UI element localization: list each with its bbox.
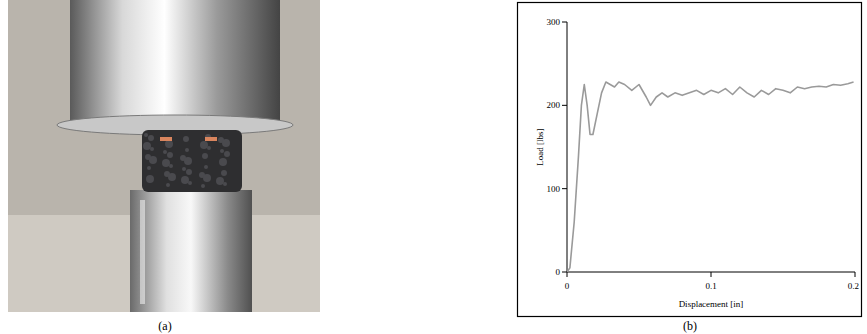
- highlight: [140, 200, 145, 304]
- foam-texture: [181, 176, 189, 184]
- plot-area: [567, 82, 854, 272]
- foam-texture: [188, 181, 192, 185]
- y-axis-label: Load [lbs]: [535, 128, 545, 165]
- y-tick: [562, 22, 567, 23]
- y-tick: [562, 105, 567, 106]
- foam-texture: [150, 147, 154, 151]
- foam-texture: [202, 153, 208, 159]
- load-curve: [567, 82, 854, 272]
- x-tick: [855, 272, 856, 277]
- gauge-mark: [205, 137, 217, 141]
- foam-texture: [148, 135, 154, 141]
- y-tick: [562, 188, 567, 189]
- foam-texture: [223, 182, 227, 186]
- foam-specimen: [142, 130, 242, 192]
- foam-texture: [186, 169, 192, 175]
- y-tick-label: 300: [547, 17, 561, 27]
- foam-texture: [163, 150, 167, 154]
- x-tick: [567, 272, 568, 277]
- x-tick-label: 0.1: [705, 281, 716, 291]
- foam-texture: [201, 184, 205, 188]
- chart-frame: [518, 3, 862, 317]
- foam-texture: [207, 146, 211, 150]
- panel-caption: (a): [158, 319, 171, 333]
- foam-texture: [184, 157, 192, 165]
- foam-texture: [220, 149, 224, 153]
- foam-texture: [203, 174, 211, 182]
- x-tick-label: 0.2: [848, 281, 859, 291]
- x-tick: [711, 272, 712, 277]
- foam-texture: [216, 177, 224, 185]
- foam-texture: [222, 139, 230, 147]
- y-tick-label: 0: [556, 267, 561, 277]
- x-tick-label: 0: [565, 281, 570, 291]
- figure: 0 100 200 300 0 0.1 0.2 Displacement [in] Load […: [0, 0, 867, 334]
- foam-texture: [182, 167, 186, 171]
- foam-texture: [144, 133, 148, 137]
- foam-texture: [143, 142, 151, 150]
- foam-texture: [200, 141, 208, 149]
- foam-texture: [183, 136, 189, 142]
- foam-texture: [149, 156, 157, 164]
- panel-caption: (b): [683, 319, 697, 333]
- foam-texture: [224, 151, 230, 157]
- x-axis-label: Displacement [in]: [679, 299, 744, 309]
- foam-texture: [165, 140, 173, 148]
- axes: 0 100 200 300 0 0.1 0.2: [547, 17, 860, 291]
- foam-texture: [185, 148, 189, 152]
- foam-texture: [219, 158, 227, 166]
- y-axis: [567, 22, 568, 272]
- photo-background: [8, 0, 320, 312]
- foam-texture: [147, 166, 151, 170]
- foam-texture: [146, 175, 154, 183]
- foam-texture: [167, 152, 173, 158]
- y-tick: [562, 272, 567, 273]
- photo: [8, 0, 320, 312]
- upper-platen: [70, 0, 280, 125]
- foam-texture: [162, 159, 170, 167]
- y-tick-label: 200: [547, 100, 561, 110]
- foam-texture: [221, 170, 227, 176]
- gauge-mark: [160, 137, 172, 141]
- foam-texture: [166, 183, 170, 187]
- y-tick-label: 100: [547, 184, 561, 194]
- foam-texture: [169, 164, 173, 168]
- lower-platen: [130, 190, 252, 312]
- foam-texture: [204, 165, 208, 169]
- foam-texture: [168, 173, 176, 181]
